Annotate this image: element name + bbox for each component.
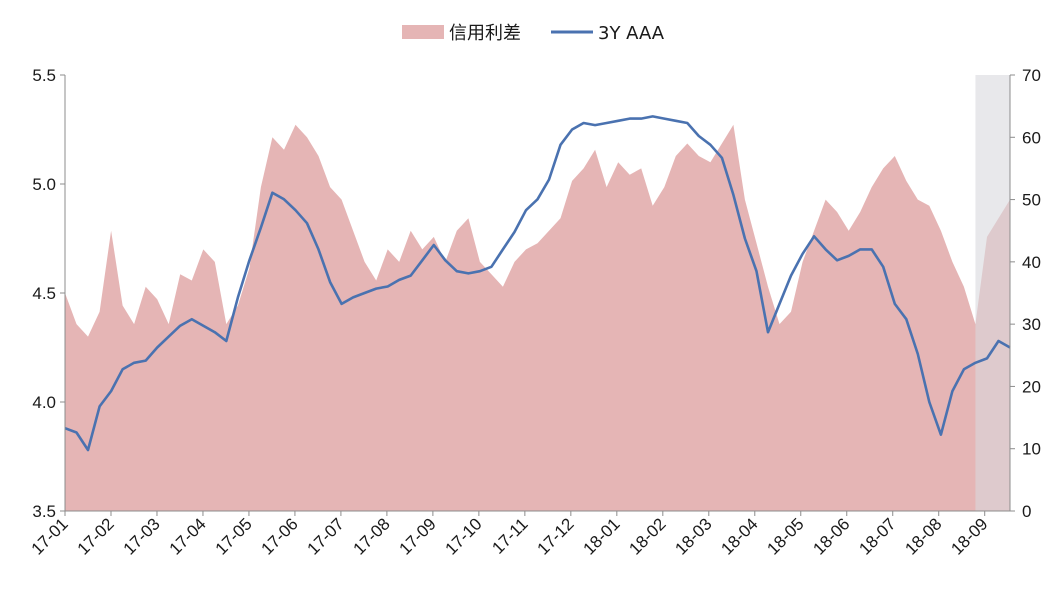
x-tick-label: 18-05 — [763, 514, 807, 558]
right-tick-label: 50 — [1022, 191, 1041, 210]
x-tick-label: 18-03 — [671, 514, 715, 558]
right-tick-label: 60 — [1022, 128, 1041, 147]
left-tick-label: 3.5 — [32, 502, 56, 521]
legend-label-3y-aaa: 3Y AAA — [598, 23, 665, 44]
right-tick-label: 10 — [1022, 440, 1041, 459]
x-tick-label: 18-04 — [717, 514, 761, 558]
x-tick-label: 17-10 — [442, 514, 486, 558]
x-tick-label: 17-05 — [212, 514, 256, 558]
x-tick-label: 17-09 — [396, 514, 440, 558]
credit-spread-area — [65, 124, 1010, 512]
x-tick-label: 17-01 — [28, 514, 72, 558]
right-tick-label: 30 — [1022, 315, 1041, 334]
x-tick-label: 18-09 — [947, 514, 991, 558]
left-tick-label: 4.5 — [32, 284, 56, 303]
x-tick-label: 18-02 — [625, 514, 669, 558]
x-tick-label: 17-02 — [74, 514, 118, 558]
x-tick-label: 17-11 — [488, 514, 531, 557]
shaded-region — [975, 75, 1010, 511]
left-tick-label: 5.0 — [32, 175, 56, 194]
x-tick-label: 17-03 — [120, 514, 164, 558]
x-tick-label: 17-07 — [304, 514, 348, 558]
x-tick-label: 18-06 — [809, 514, 853, 558]
x-tick-label: 18-01 — [579, 514, 623, 558]
x-tick-label: 17-06 — [258, 514, 302, 558]
right-tick-label: 70 — [1022, 66, 1041, 85]
x-tick-label: 18-07 — [855, 514, 899, 558]
right-tick-label: 40 — [1022, 253, 1041, 272]
right-tick-label: 20 — [1022, 377, 1041, 396]
x-tick-label: 17-04 — [166, 514, 210, 558]
x-tick-label: 17-12 — [533, 514, 577, 558]
left-tick-label: 5.5 — [32, 66, 56, 85]
x-tick-label: 17-08 — [350, 514, 394, 558]
right-tick-label: 0 — [1022, 502, 1031, 521]
left-tick-label: 4.0 — [32, 393, 56, 412]
legend-label-credit-spread: 信用利差 — [449, 23, 521, 44]
legend-swatch-credit-spread — [402, 25, 444, 39]
x-tick-label: 18-08 — [901, 514, 945, 558]
yield-3y-aaa-line — [64, 115, 1011, 452]
